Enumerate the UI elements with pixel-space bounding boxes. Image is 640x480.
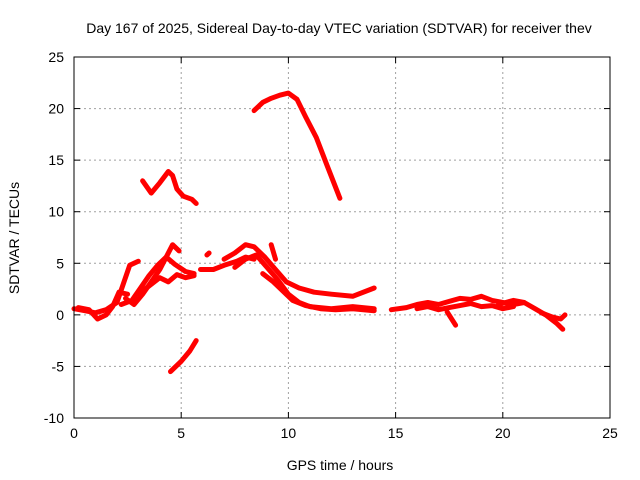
x-tick-label: 5 (177, 425, 185, 441)
series-arc-14 (251, 90, 343, 201)
y-tick-label: 15 (48, 152, 64, 168)
x-tick-label: 20 (495, 425, 511, 441)
x-tick-label: 25 (602, 425, 618, 441)
series-arc-13 (268, 242, 278, 262)
y-tick-label: -10 (44, 410, 64, 426)
y-tick-label: 10 (48, 204, 64, 220)
grid-lines (74, 57, 610, 418)
series-arc-18 (496, 297, 566, 332)
series-arc-7 (168, 338, 199, 375)
chart-title: Day 167 of 2025, Sidereal Day-to-day VTE… (86, 20, 592, 36)
x-axis-label: GPS time / hours (287, 457, 394, 473)
series-arc-12 (260, 271, 377, 314)
series-arc-5 (135, 272, 197, 297)
series-arc-3 (123, 242, 182, 307)
y-tick-label: 25 (48, 49, 64, 65)
plot-frame (73, 56, 611, 419)
y-tick-label: 0 (56, 307, 64, 323)
x-tick-label: 0 (70, 425, 78, 441)
y-axis-label: SDTVAR / TECUs (6, 182, 22, 294)
x-tick-label: 10 (281, 425, 297, 441)
series-arc-1 (71, 258, 141, 316)
series-arc-10 (221, 242, 377, 299)
series-arc-4 (118, 254, 197, 307)
series-arc-19 (538, 310, 568, 322)
series-arc-17 (444, 309, 459, 328)
series-arc-2 (75, 289, 131, 322)
y-tick-label: -5 (52, 358, 65, 374)
y-tick-label: 5 (56, 255, 64, 271)
series-arc-9 (204, 250, 212, 258)
axis-ticks: 0 5 10 15 20 25 -10 -5 0 5 10 15 20 25 (44, 49, 618, 441)
series-arc-16 (414, 301, 516, 313)
series-arc-6 (140, 169, 199, 206)
x-tick-label: 15 (388, 425, 404, 441)
y-tick-label: 20 (48, 101, 64, 117)
data-series (71, 90, 568, 375)
